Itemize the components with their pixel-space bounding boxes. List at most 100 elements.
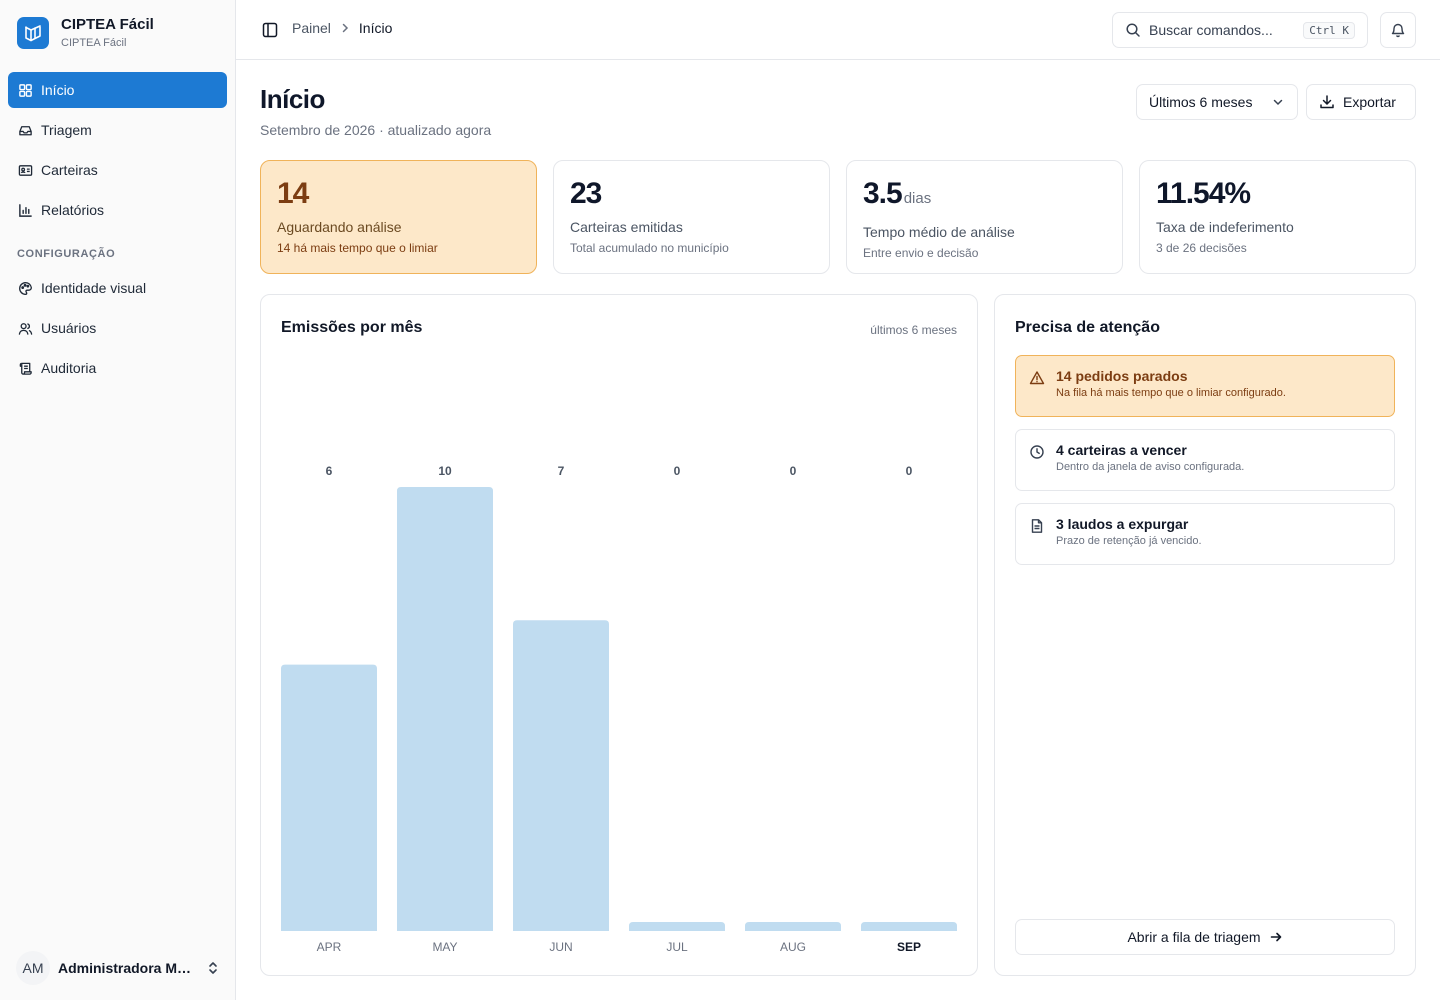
chart-bar-sep[interactable] — [861, 922, 957, 931]
open-triage-queue-button[interactable]: Abrir a fila de triagem — [1015, 919, 1395, 955]
bell-icon — [1391, 23, 1405, 38]
chart-category-label: AUG — [780, 940, 806, 954]
queue-button-label: Abrir a fila de triagem — [1127, 929, 1261, 945]
attention-item-pedidos-parados[interactable]: 14 pedidos parados Na fila há mais tempo… — [1015, 355, 1395, 417]
stat-card-indeferimento: 11.54% Taxa de indeferimento 3 de 26 dec… — [1139, 160, 1416, 274]
sidebar-item-label: Identidade visual — [41, 280, 147, 296]
sidebar-item-auditoria[interactable]: Auditoria — [8, 350, 227, 386]
stat-card-tempo-medio: 3.5 dias Tempo médio de análise Entre env… — [846, 160, 1123, 274]
sidebar-item-identidade-visual[interactable]: Identidade visual — [8, 270, 227, 306]
chart-value-label: 7 — [558, 464, 565, 478]
sidebar-item-label: Relatórios — [41, 202, 105, 218]
sidebar-item-label: Auditoria — [41, 360, 97, 376]
chart-category-label: MAY — [432, 940, 457, 954]
page-subtitle: Setembro de 2026 · atualizado agora — [260, 122, 492, 138]
chart-category-label: APR — [317, 940, 342, 954]
brand-subtitle: CIPTEA Fácil — [61, 37, 127, 49]
bar-chart-icon — [19, 203, 32, 217]
sidebar-section-label: CONFIGURAÇÃO — [17, 248, 116, 260]
id-card-icon — [18, 164, 33, 176]
brand-name: CIPTEA Fácil — [61, 16, 154, 33]
chart-range-label: últimos 6 meses — [870, 323, 957, 337]
stat-label: Carteiras emitidas — [570, 219, 683, 235]
notifications-button[interactable] — [1380, 12, 1416, 48]
export-label: Exportar — [1343, 94, 1396, 110]
stat-value: 3.5 dias — [863, 175, 1106, 218]
breadcrumb: Painel Início — [292, 20, 392, 36]
stat-value: 23 — [570, 177, 602, 210]
avatar: AM — [16, 951, 50, 985]
chart-category-label: JUL — [666, 940, 688, 954]
sidebar-item-relatorios[interactable]: Relatórios — [8, 192, 227, 228]
attention-item-title: 4 carteiras a vencer — [1056, 442, 1187, 458]
search-icon — [1126, 23, 1140, 37]
users-icon — [18, 322, 33, 335]
attention-item-title: 14 pedidos parados — [1056, 368, 1188, 384]
user-menu[interactable]: AM Administradora Municipal — [16, 950, 220, 986]
sidebar-item-carteiras[interactable]: Carteiras — [8, 152, 227, 188]
warning-icon — [1029, 371, 1045, 385]
date-range-label: Últimos 6 meses — [1149, 94, 1253, 110]
sidebar-item-usuarios[interactable]: Usuários — [8, 310, 227, 346]
chart-bar-may[interactable] — [397, 487, 493, 931]
chart-value-label: 10 — [438, 464, 452, 478]
stat-note: Total acumulado no município — [570, 241, 729, 255]
attention-panel: Precisa de atenção 14 pedidos parados Na… — [994, 294, 1416, 976]
brand[interactable]: CIPTEA Fácil CIPTEA Fácil — [17, 16, 154, 50]
chart-bar-apr[interactable] — [281, 664, 377, 931]
search-input[interactable]: Buscar comandos... Ctrl K — [1112, 12, 1368, 48]
logo-icon — [17, 17, 49, 49]
stat-unit: dias — [903, 190, 932, 207]
sidebar-item-label: Carteiras — [41, 162, 98, 178]
sidebar-item-label: Início — [41, 82, 75, 98]
chart-panel: 6 APR 10 MAY 7 JUN 0 JUL 0 AUG 0 SEP Emissões por m… — [260, 294, 978, 976]
emissions-bar-chart: 6 APR 10 MAY 7 JUN 0 JUL 0 AUG 0 SEP — [281, 464, 957, 954]
attention-title: Precisa de atenção — [1015, 319, 1160, 336]
sidebar-toggle-icon[interactable] — [262, 22, 278, 38]
download-icon — [1320, 95, 1334, 109]
sidebar: CIPTEA Fácil CIPTEA Fácil Início Triagem… — [0, 0, 236, 1000]
chart-category-label: JUN — [549, 940, 572, 954]
chart-value-label: 6 — [326, 464, 333, 478]
stat-note: Entre envio e decisão — [863, 246, 979, 260]
stat-number: 3.5 — [863, 177, 903, 210]
sidebar-item-triagem[interactable]: Triagem — [8, 112, 227, 148]
chevron-down-icon — [1273, 99, 1283, 106]
sidebar-item-inicio[interactable]: Início — [8, 72, 227, 108]
user-name: Administradora Municipal — [58, 960, 198, 976]
clock-icon — [1030, 445, 1044, 459]
chart-value-label: 0 — [906, 464, 913, 478]
breadcrumb-link-painel[interactable]: Painel — [292, 20, 331, 36]
chevron-right-icon — [342, 23, 348, 33]
palette-icon — [19, 281, 32, 295]
chart-bar-aug[interactable] — [745, 922, 841, 931]
chart-value-label: 0 — [790, 464, 797, 478]
sidebar-item-label: Triagem — [41, 122, 92, 138]
attention-item-title: 3 laudos a expurgar — [1056, 516, 1189, 532]
attention-item-carteiras-vencer[interactable]: 4 carteiras a vencer Dentro da janela de… — [1015, 429, 1395, 491]
date-range-select[interactable]: Últimos 6 meses — [1136, 84, 1298, 120]
attention-item-desc: Prazo de retenção já vencido. — [1056, 535, 1202, 547]
stat-label: Taxa de indeferimento — [1156, 219, 1294, 235]
chart-value-label: 0 — [674, 464, 681, 478]
stat-note: 3 de 26 decisões — [1156, 241, 1247, 255]
stat-value: 14 — [277, 177, 309, 210]
chevron-up-down-icon — [209, 962, 217, 974]
search-shortcut: Ctrl K — [1303, 21, 1355, 39]
sidebar-nav: Início Triagem Carteiras Relatórios CONF… — [8, 72, 227, 390]
export-button[interactable]: Exportar — [1306, 84, 1416, 120]
inbox-icon — [19, 125, 32, 135]
stat-label: Aguardando análise — [277, 219, 402, 235]
topbar: Painel Início Buscar comandos... Ctrl K — [236, 0, 1440, 60]
chart-bar-jun[interactable] — [513, 620, 609, 931]
chart-bar-jul[interactable] — [629, 922, 725, 931]
stat-label: Tempo médio de análise — [863, 224, 1015, 240]
scroll-icon — [19, 362, 32, 375]
chart-title: Emissões por mês — [281, 319, 423, 336]
chart-category-label: SEP — [897, 940, 921, 954]
document-icon — [1031, 519, 1043, 533]
attention-item-laudos-expurgar[interactable]: 3 laudos a expurgar Prazo de retenção já… — [1015, 503, 1395, 565]
stat-card-aguardando[interactable]: 14 Aguardando análise 14 há mais tempo q… — [260, 160, 537, 274]
stat-note: 14 há mais tempo que o limiar — [277, 241, 438, 255]
stat-card-carteiras: 23 Carteiras emitidas Total acumulado no… — [553, 160, 830, 274]
